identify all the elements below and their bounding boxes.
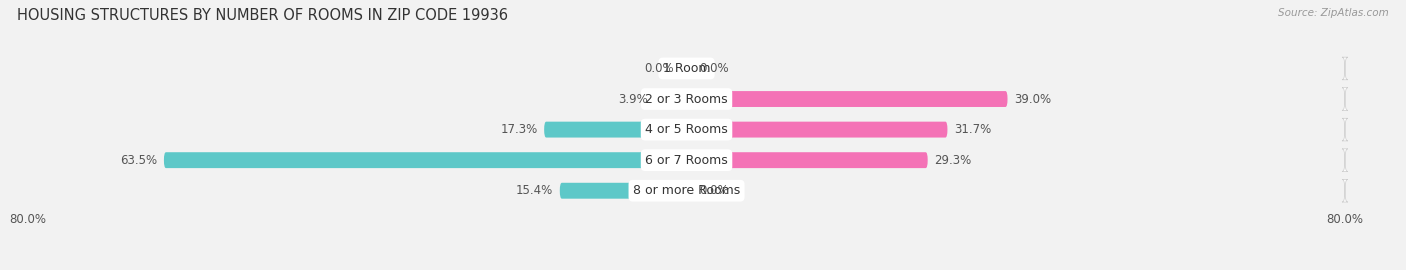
FancyBboxPatch shape — [1343, 180, 1348, 202]
FancyBboxPatch shape — [544, 122, 686, 137]
FancyBboxPatch shape — [1343, 118, 1348, 141]
Text: 0.0%: 0.0% — [644, 62, 675, 75]
FancyBboxPatch shape — [686, 122, 948, 137]
Text: 0.0%: 0.0% — [699, 62, 728, 75]
Text: 15.4%: 15.4% — [516, 184, 553, 197]
FancyBboxPatch shape — [1343, 149, 1348, 171]
FancyBboxPatch shape — [1343, 88, 1348, 110]
FancyBboxPatch shape — [1343, 57, 1348, 80]
Text: 17.3%: 17.3% — [501, 123, 537, 136]
FancyBboxPatch shape — [686, 152, 928, 168]
Text: 31.7%: 31.7% — [955, 123, 991, 136]
Text: 63.5%: 63.5% — [120, 154, 157, 167]
Text: 1 Room: 1 Room — [662, 62, 710, 75]
FancyBboxPatch shape — [686, 91, 1008, 107]
Text: 0.0%: 0.0% — [699, 184, 728, 197]
Text: Source: ZipAtlas.com: Source: ZipAtlas.com — [1278, 8, 1389, 18]
Text: 3.9%: 3.9% — [619, 93, 648, 106]
FancyBboxPatch shape — [560, 183, 686, 199]
FancyBboxPatch shape — [165, 152, 686, 168]
FancyBboxPatch shape — [654, 91, 686, 107]
Text: 2 or 3 Rooms: 2 or 3 Rooms — [645, 93, 728, 106]
Text: 29.3%: 29.3% — [934, 154, 972, 167]
Text: 8 or more Rooms: 8 or more Rooms — [633, 184, 740, 197]
Text: 39.0%: 39.0% — [1014, 93, 1052, 106]
Text: HOUSING STRUCTURES BY NUMBER OF ROOMS IN ZIP CODE 19936: HOUSING STRUCTURES BY NUMBER OF ROOMS IN… — [17, 8, 508, 23]
Text: 4 or 5 Rooms: 4 or 5 Rooms — [645, 123, 728, 136]
Text: 6 or 7 Rooms: 6 or 7 Rooms — [645, 154, 728, 167]
